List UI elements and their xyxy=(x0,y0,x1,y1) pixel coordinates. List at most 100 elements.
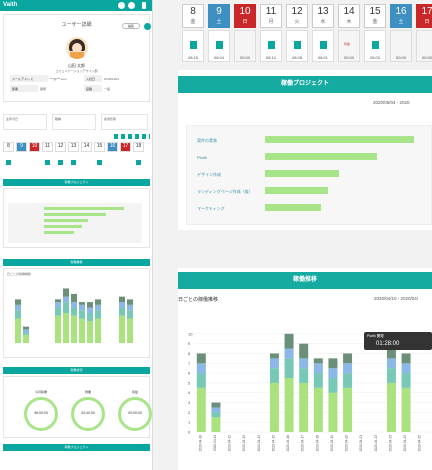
mini-day[interactable]: 14 xyxy=(81,142,92,152)
chart-bar-segment xyxy=(15,304,21,311)
mini-day-mark xyxy=(19,160,24,165)
calendar-day[interactable]: 14 木 xyxy=(338,4,360,28)
project-date-range: 2020/05/04 - 2020 xyxy=(373,100,410,105)
status-value: 00:00:00 xyxy=(128,411,142,415)
attendance-mark xyxy=(216,41,223,49)
x-tick-label: 2020-04-19 xyxy=(330,435,334,452)
x-tick-label: 2020-04-18 xyxy=(315,435,319,452)
y-tick-label: 6 xyxy=(188,371,191,376)
calendar-day[interactable]: 11 月 xyxy=(260,4,282,28)
day-weekday: 火 xyxy=(294,19,300,25)
trend-section-title: 稼働推移 xyxy=(178,272,432,289)
mini-day[interactable]: 11 xyxy=(42,142,53,152)
settings-icon[interactable] xyxy=(144,23,151,30)
calendar-day[interactable]: 15 金 xyxy=(364,4,386,28)
day-number: 16 xyxy=(395,6,407,17)
day-number: 10 xyxy=(239,6,251,17)
attendance-mark xyxy=(268,41,275,49)
mini-day[interactable]: 16 xyxy=(107,142,118,152)
chart-bar-segment xyxy=(196,387,206,432)
notification-icon[interactable] xyxy=(118,2,125,9)
chart-bar-segment xyxy=(95,299,101,305)
chart-bar-segment xyxy=(127,304,133,311)
calendar-cell[interactable]: 08:08 xyxy=(286,30,308,62)
mini-day-mark xyxy=(45,160,50,165)
calendar-cell[interactable]: 00:00 xyxy=(390,30,412,62)
calendar-day[interactable]: 17 日 xyxy=(416,4,432,28)
cell-time: 00:00 xyxy=(421,55,432,60)
chart-bar-segment xyxy=(284,333,294,349)
chart-bar-segment xyxy=(55,299,61,303)
mini-day[interactable]: 10 xyxy=(29,142,40,152)
calendar-cell[interactable]: 08:01 xyxy=(312,30,334,62)
mini-project-card xyxy=(3,188,150,248)
calendar-cell[interactable]: 00:00 xyxy=(416,30,432,62)
status-value: 96:00:00 xyxy=(34,411,48,415)
day-number: 17 xyxy=(421,6,432,17)
chart-bar-segment xyxy=(328,358,338,369)
field-value: 2019/04/01 xyxy=(104,77,120,81)
cell-time: 08:00 xyxy=(369,55,380,60)
status-value: 04:40:00 xyxy=(81,411,95,415)
mini-day[interactable]: 15 xyxy=(94,142,105,152)
mini-day[interactable]: 13 xyxy=(68,142,79,152)
calendar-day[interactable]: 10 日 xyxy=(234,4,256,28)
chart-bar-segment xyxy=(127,299,133,305)
chart-bar-segment xyxy=(196,353,206,364)
chart-bar-segment xyxy=(328,378,338,393)
mini-day[interactable]: 12 xyxy=(55,142,66,152)
calendar-day[interactable]: 12 火 xyxy=(286,4,308,28)
y-tick-label: 3 xyxy=(188,400,191,405)
calendar-cell[interactable]: 08:00 xyxy=(364,30,386,62)
trend-date-range: 2020/04/10 - 2020/04/ xyxy=(374,296,419,301)
calendar-cell[interactable]: 06:04 xyxy=(208,30,230,62)
chart-bar-segment xyxy=(284,358,294,378)
chart-bar-segment xyxy=(127,318,133,343)
day-number: 8 xyxy=(190,6,196,17)
menu-icon[interactable] xyxy=(142,2,146,9)
calendar-cell[interactable]: 08:15 xyxy=(182,30,204,62)
chart-bar-segment xyxy=(401,363,411,374)
chart-bar-segment xyxy=(119,307,125,316)
chart-bar-segment xyxy=(299,368,309,383)
calendar-nav-buttons[interactable] xyxy=(114,134,150,139)
calendar-cell[interactable]: 00:00 xyxy=(234,30,256,62)
x-tick-label: 2020-04-14 xyxy=(257,435,261,452)
calendar-cell[interactable]: 有給 00:00 xyxy=(338,30,360,62)
calendar-day[interactable]: 13 水 xyxy=(312,4,334,28)
x-tick-label: 2020-04-10 xyxy=(198,435,202,452)
cell-time: 08:15 xyxy=(187,55,198,60)
mini-calendar: 8 9 10 11 12 13 14 15 16 17 18 xyxy=(3,142,151,174)
chart-bar-segment xyxy=(269,358,279,369)
day-number: 14 xyxy=(343,6,355,17)
avatar[interactable] xyxy=(128,2,135,9)
x-tick-label: 2020-04-11 xyxy=(213,435,217,451)
x-tick-label: 2020-04-13 xyxy=(242,435,246,452)
mini-day[interactable]: 17 xyxy=(120,142,131,152)
status-ring xyxy=(24,397,58,431)
chart-bar-segment xyxy=(196,363,206,374)
chart-bar-segment xyxy=(211,417,221,432)
edit-button[interactable]: 編集 xyxy=(122,23,140,29)
mini-day-mark xyxy=(123,160,128,165)
day-weekday: 土 xyxy=(216,19,222,25)
y-tick-label: 8 xyxy=(188,351,191,356)
calendar-day[interactable]: 16 土 xyxy=(390,4,412,28)
chart-bar-segment xyxy=(55,315,61,343)
top-bar: Vaith xyxy=(0,0,152,11)
chart-bar-segment xyxy=(386,368,396,383)
day-weekday: 月 xyxy=(268,19,274,25)
cell-time: 00:00 xyxy=(343,55,354,60)
calendar-cell[interactable]: 08:14 xyxy=(260,30,282,62)
mini-day[interactable]: 9 xyxy=(16,142,27,152)
mini-day[interactable]: 8 xyxy=(3,142,14,152)
chart-bar-segment xyxy=(119,315,125,343)
field-label: 役職 xyxy=(84,85,102,92)
field-value: ***@***.com xyxy=(50,77,67,81)
status-card: 今月稼働 96:00:00 残業 04:40:00 有給 00:00:00 xyxy=(3,376,152,438)
cell-time: 00:00 xyxy=(239,55,250,60)
mini-trend-chart xyxy=(15,288,133,343)
mini-day[interactable]: 18 xyxy=(133,142,144,152)
